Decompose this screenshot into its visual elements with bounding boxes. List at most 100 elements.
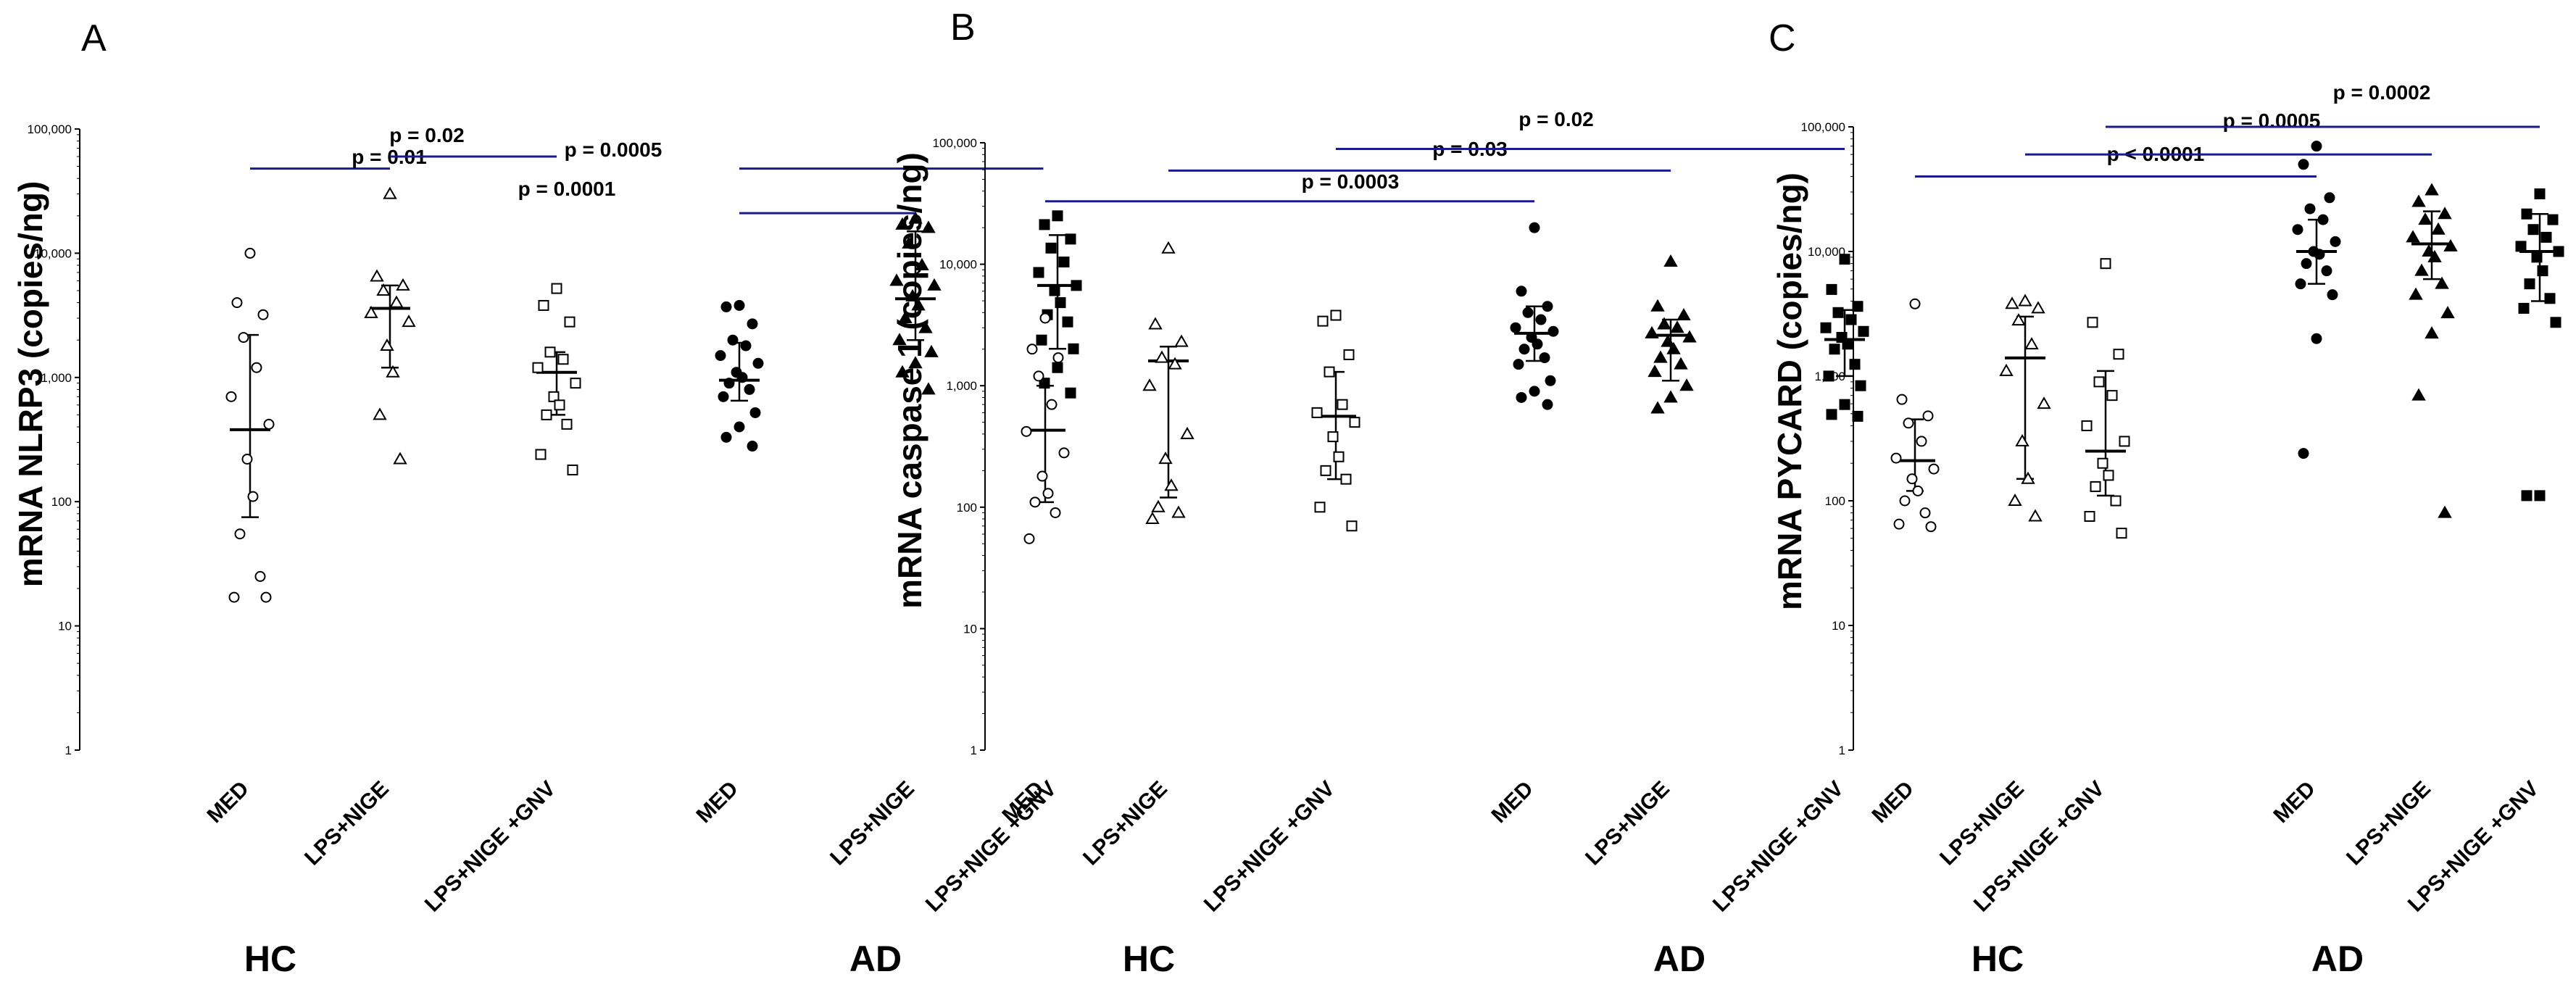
- data-point-circle: [2324, 192, 2335, 204]
- data-point-circle: [1036, 470, 1048, 482]
- y-tick-label: 100: [1825, 494, 1845, 508]
- data-point-circle: [1052, 352, 1064, 364]
- y-axis-label: mRNA NLRP3 (copies/ng): [12, 181, 49, 588]
- y-tick-label: 10,000: [1808, 245, 1845, 259]
- data-point-circle: [1046, 399, 1058, 410]
- data-point-square: [532, 362, 544, 373]
- x-category-label: LPS+NIGE +GNV: [1708, 777, 1848, 917]
- y-tick-label: 100,000: [933, 136, 977, 150]
- data-point-square: [1052, 210, 1063, 222]
- y-tick-label: 10,000: [939, 258, 977, 272]
- data-point-triangle: [2425, 183, 2439, 196]
- data-point-circle: [1906, 473, 1918, 485]
- x-category-label: LPS+NIGE: [826, 777, 919, 870]
- data-point-circle: [734, 299, 745, 311]
- data-point-square: [1826, 283, 1837, 295]
- data-point-square: [2087, 317, 2098, 328]
- data-point-triangle: [2411, 388, 2426, 401]
- y-tick-label: 100: [957, 501, 977, 515]
- data-point-square: [2547, 214, 2559, 225]
- data-point-triangle: [921, 220, 936, 233]
- data-point-square: [1036, 334, 1047, 346]
- data-point-triangle: [383, 186, 397, 199]
- data-point-triangle: [1158, 452, 1173, 465]
- group-label: HC: [1123, 939, 1175, 979]
- x-category-label: LPS+NIGE +GNV: [420, 777, 560, 917]
- data-point-circle: [1029, 496, 1041, 508]
- series-group: [2515, 188, 2564, 502]
- group-label: AD: [1653, 939, 1705, 979]
- data-point-triangle: [2018, 294, 2032, 307]
- data-point-circle: [1039, 312, 1051, 324]
- data-point-circle: [1529, 386, 1540, 397]
- data-point-triangle: [402, 315, 416, 328]
- data-point-circle: [1526, 332, 1537, 344]
- group-label: HC: [244, 939, 296, 979]
- data-point-square: [1068, 343, 1079, 354]
- data-point-circle: [1042, 488, 1054, 499]
- data-point-square: [2110, 495, 2122, 507]
- data-point-square: [570, 378, 581, 389]
- data-point-square: [1065, 233, 1076, 245]
- data-point-square: [1839, 399, 1850, 410]
- y-tick-label: 1,000: [946, 379, 977, 393]
- data-point-triangle: [364, 305, 378, 318]
- data-point-square: [2550, 317, 2562, 328]
- data-point-circle: [1516, 391, 1527, 403]
- data-point-square: [2534, 188, 2546, 199]
- data-point-circle: [2301, 258, 2312, 270]
- data-point-square: [1055, 297, 1066, 309]
- data-point-square: [2097, 457, 2108, 469]
- data-point-circle: [1919, 507, 1931, 519]
- data-point-triangle: [1657, 317, 1671, 330]
- data-point-circle: [1516, 286, 1527, 297]
- data-point-square: [1320, 465, 1331, 476]
- data-point-circle: [234, 528, 246, 540]
- y-tick-label: 1: [971, 744, 977, 757]
- data-point-square: [1349, 417, 1360, 428]
- group-label: AD: [849, 939, 902, 979]
- y-axis-label: mRNA caspase 1 (copies/ng): [891, 152, 928, 609]
- data-point-triangle: [1142, 378, 1157, 391]
- data-point-triangle: [1663, 390, 1678, 403]
- series-group: [1021, 312, 1070, 544]
- data-point-triangle: [911, 298, 926, 311]
- data-point-square: [1033, 267, 1044, 278]
- data-point-circle: [1893, 518, 1905, 530]
- data-point-triangle: [1168, 357, 1182, 370]
- data-point-circle: [744, 383, 755, 395]
- data-point-circle: [263, 418, 275, 430]
- data-point-circle: [1542, 301, 1553, 312]
- data-point-circle: [1023, 533, 1035, 544]
- data-point-triangle: [373, 407, 387, 420]
- series-group: [1510, 222, 1559, 410]
- data-point-circle: [2292, 224, 2303, 236]
- data-point-circle: [2311, 141, 2322, 152]
- data-point-circle: [718, 391, 729, 402]
- data-point-triangle: [1161, 241, 1176, 254]
- x-category-label: MED: [1867, 777, 1918, 828]
- data-point-square: [1826, 409, 1837, 420]
- data-point-triangle: [1663, 254, 1678, 267]
- data-point-square: [1842, 338, 1853, 350]
- data-point-circle: [247, 491, 259, 502]
- data-point-square: [1337, 399, 1348, 410]
- p-value-label: p = 0.0005: [565, 138, 662, 161]
- y-tick-label: 100: [51, 495, 72, 509]
- data-point-square: [2534, 490, 2546, 502]
- data-point-circle: [1535, 314, 1547, 325]
- panel-letter: A: [81, 17, 107, 59]
- x-category-label: LPS+NIGE: [2342, 777, 2435, 870]
- data-point-circle: [241, 454, 253, 465]
- data-point-triangle: [895, 217, 910, 230]
- data-point-circle: [1903, 417, 1914, 429]
- data-point-circle: [251, 362, 262, 373]
- x-category-label: LPS+NIGE: [1079, 777, 1172, 870]
- data-point-circle: [727, 334, 739, 346]
- data-point-triangle: [1650, 299, 1665, 312]
- data-point-square: [2113, 349, 2124, 360]
- data-point-triangle: [915, 257, 929, 271]
- data-point-square: [1832, 307, 1844, 318]
- data-point-square: [2119, 436, 2130, 447]
- data-point-circle: [1532, 338, 1543, 350]
